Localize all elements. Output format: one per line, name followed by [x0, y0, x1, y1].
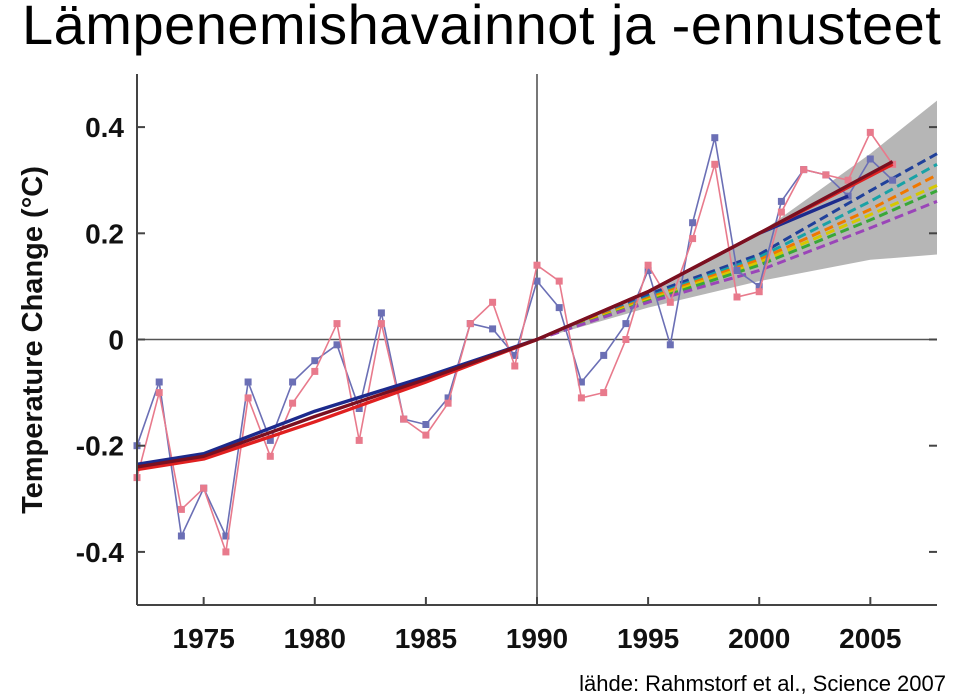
observation-point — [577, 394, 585, 402]
observation-point — [889, 176, 897, 184]
observation-point — [489, 298, 497, 306]
observation-point — [733, 293, 741, 301]
observation-point — [866, 128, 874, 136]
x-tick-label: 1975 — [173, 623, 235, 654]
observation-point — [333, 320, 341, 328]
x-tick-label: 2005 — [839, 623, 901, 654]
observation-point — [400, 415, 408, 423]
observation-point — [711, 134, 719, 142]
observation-point — [466, 320, 474, 328]
observation-point — [222, 548, 230, 556]
observation-point — [511, 362, 519, 370]
observation-point — [600, 389, 608, 397]
observation-point — [866, 155, 874, 163]
y-axis-title: Temperature Change (°C) — [17, 166, 49, 514]
y-axis-title-layer: Temperature Change (°C) — [17, 166, 49, 514]
observation-point — [355, 436, 363, 444]
y-tick-label: 0 — [108, 325, 124, 356]
y-tick-label: 0.4 — [85, 112, 124, 143]
observation-point — [777, 208, 785, 216]
observation-point — [355, 405, 363, 412]
x-tick-label: 2000 — [728, 623, 790, 654]
observation-point — [289, 378, 297, 386]
observation-point — [600, 351, 608, 359]
projection-line-11 — [536, 200, 938, 341]
observation-point — [333, 341, 341, 349]
observation-point — [155, 378, 163, 386]
observation-point — [489, 325, 497, 333]
observation-point — [555, 277, 563, 285]
observation-point — [377, 320, 385, 328]
observation-point — [377, 309, 385, 317]
x-tick-label: 1995 — [617, 623, 679, 654]
observation-point — [444, 399, 452, 407]
observation-point — [244, 378, 252, 386]
y-tick-label: -0.2 — [76, 431, 124, 462]
observation-point — [711, 160, 719, 168]
observation-point — [200, 484, 208, 492]
axes: 0.4 0.2 0 -0.2 -0.4 1975 1980 1985 1990 1995 2000 2… — [76, 74, 937, 654]
observation-point — [444, 394, 452, 402]
observation-point — [511, 351, 519, 359]
trend-line-5 — [136, 160, 894, 469]
observation-point — [666, 298, 674, 306]
y-tick-label: -0.4 — [76, 537, 125, 568]
observation-point — [689, 219, 697, 227]
projection-line-7 — [536, 162, 938, 341]
observation-point — [155, 389, 163, 397]
x-tick-label: 1990 — [506, 623, 568, 654]
observation-point — [422, 431, 430, 439]
observation-point — [533, 277, 541, 285]
observation-point — [422, 421, 430, 428]
observation-point — [577, 378, 585, 386]
observation-point — [622, 320, 630, 328]
projection-line-8 — [536, 173, 938, 341]
observation-point — [222, 532, 230, 540]
observation-point — [822, 171, 830, 179]
observation-point — [311, 367, 319, 375]
observation-point — [266, 436, 274, 444]
series-layer — [133, 128, 938, 556]
observation-point — [177, 532, 185, 540]
observation-point — [644, 267, 652, 274]
observation-point — [266, 452, 274, 460]
x-tick-label: 1980 — [284, 623, 346, 654]
observation-point — [666, 341, 674, 349]
observation-point — [844, 176, 852, 184]
observation-point — [755, 288, 763, 296]
observation-point — [644, 261, 652, 269]
observation-point — [622, 336, 630, 343]
observation-point — [755, 282, 763, 290]
observation-point — [555, 304, 563, 312]
observation-point — [777, 197, 785, 205]
observation-point — [289, 399, 297, 407]
observation-point — [244, 394, 252, 402]
observation-point — [311, 357, 319, 365]
observation-point — [177, 505, 185, 513]
observation-point — [733, 267, 741, 274]
observation-point — [533, 261, 541, 269]
x-tick-label: 1985 — [395, 623, 457, 654]
observation-point — [689, 235, 697, 243]
citation: lähde: Rahmstorf et al., Science 2007 — [579, 671, 946, 696]
observation-point — [800, 166, 808, 174]
slide-title: Lämpenemishavainnot ja -ennusteet — [22, 0, 942, 56]
y-tick-label: 0.2 — [85, 218, 124, 249]
